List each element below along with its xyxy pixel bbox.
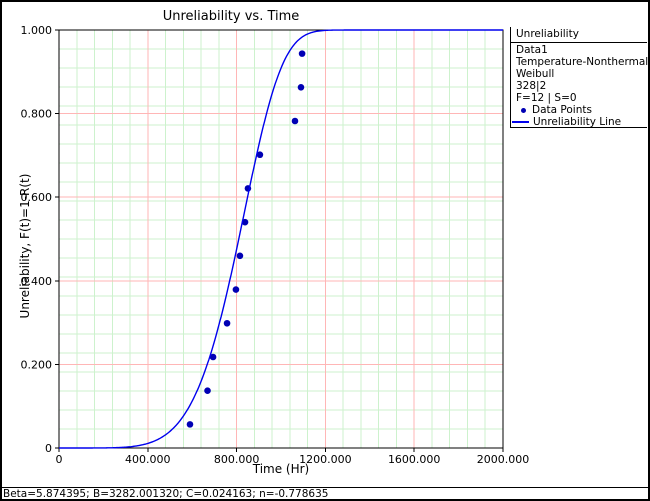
svg-text:1.000: 1.000 [21,24,53,37]
svg-text:400.000: 400.000 [125,453,171,466]
svg-text:0.200: 0.200 [21,358,53,371]
legend-model-name: Temperature-Nonthermal [516,56,649,68]
x-axis-label: Time (Hr) [252,462,310,476]
legend-line-label: Unreliability Line [533,116,622,128]
svg-text:0.400: 0.400 [21,275,53,288]
svg-text:0.600: 0.600 [21,191,53,204]
svg-text:2000.000: 2000.000 [477,453,530,466]
svg-text:800.000: 800.000 [214,453,260,466]
legend-dataset-name: Data1 [516,44,548,56]
legend-data-points-label: Data Points [532,104,592,116]
chart-title: Unreliability vs. Time [162,9,300,24]
svg-text:0: 0 [56,453,63,466]
legend-header: Unreliability [511,27,647,43]
legend-stress-level: 328|2 [516,80,547,92]
svg-text:1200.000: 1200.000 [299,453,352,466]
svg-text:0: 0 [45,442,52,455]
legend-failure-suspension-count: F=12 | S=0 [516,92,577,104]
legend-distribution-name: Weibull [516,68,555,80]
line-marker-icon [512,121,529,123]
legend-item-data-points: Data Points [511,104,647,116]
data-point-marker-icon [521,107,526,113]
svg-text:0.800: 0.800 [21,108,53,121]
legend: Unreliability Data1 Temperature-Nontherm… [510,27,649,128]
status-bar: Beta=5.874395; B=3282.001320; C=0.024163… [0,487,650,501]
legend-item-unreliability-line: Unreliability Line [511,116,647,128]
svg-text:1600.000: 1600.000 [388,453,441,466]
